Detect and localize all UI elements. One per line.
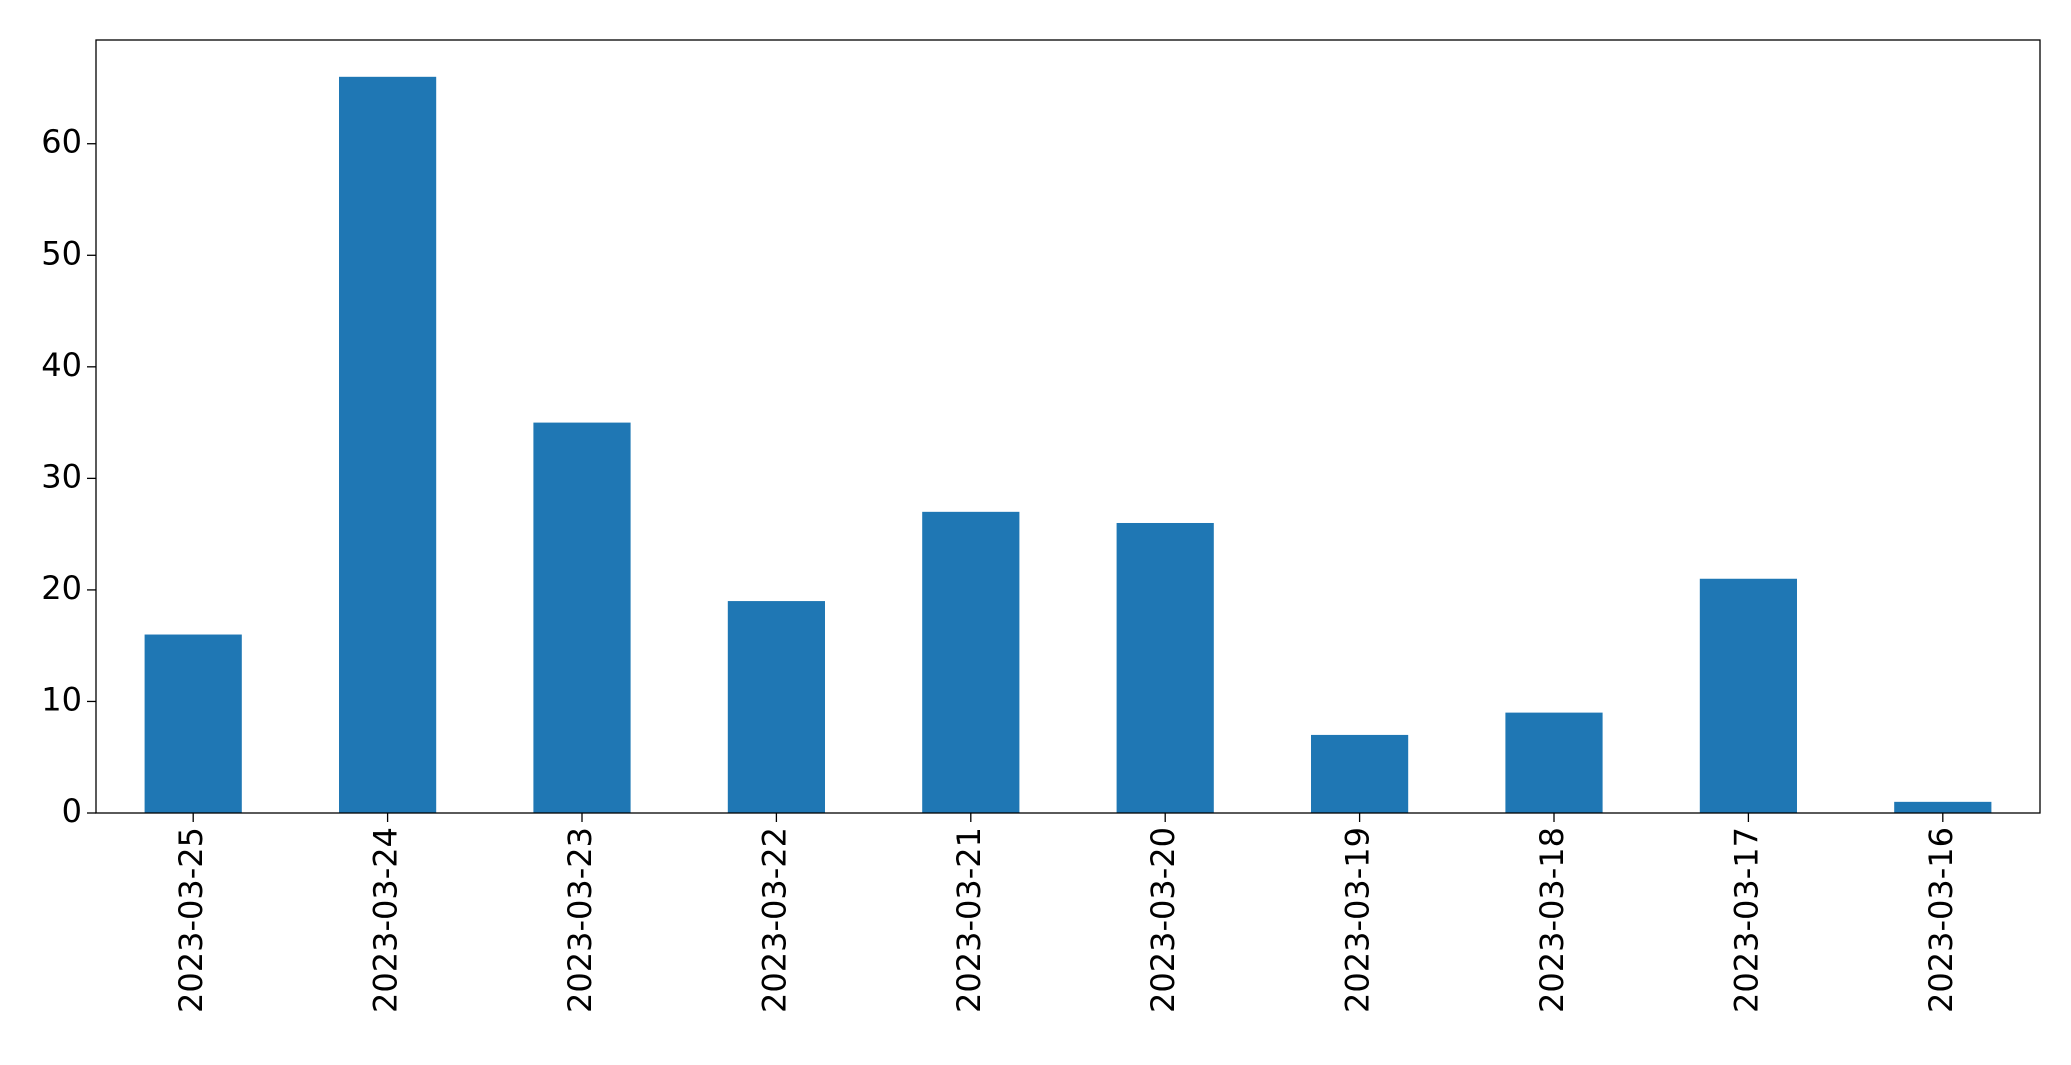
bar <box>1699 578 1797 813</box>
x-tick-label: 2023-03-20 <box>1144 827 1182 1013</box>
y-tick-label: 0 <box>62 792 82 830</box>
x-tick-label: 2023-03-23 <box>561 827 599 1013</box>
x-tick-label: 2023-03-22 <box>755 827 793 1013</box>
y-tick-label: 20 <box>41 569 82 607</box>
plot-frame <box>95 39 2041 814</box>
bar <box>1311 734 1409 813</box>
bar <box>339 76 437 814</box>
x-tick-label: 2023-03-16 <box>1922 827 1960 1013</box>
bar <box>727 601 825 813</box>
x-tick-label: 2023-03-18 <box>1533 827 1571 1013</box>
x-tick-label: 2023-03-17 <box>1727 827 1765 1013</box>
bar <box>1116 522 1214 813</box>
bar <box>533 422 631 813</box>
y-tick-label: 40 <box>41 346 82 384</box>
y-tick-label: 10 <box>41 680 82 718</box>
x-tick-label: 2023-03-19 <box>1339 827 1377 1013</box>
y-tick-label: 30 <box>41 457 82 495</box>
x-tick-label: 2023-03-21 <box>950 827 988 1013</box>
bar <box>1894 801 1992 813</box>
y-tick-label: 50 <box>41 234 82 272</box>
bar <box>922 511 1020 813</box>
bar <box>144 634 242 813</box>
y-tick-label: 60 <box>41 123 82 161</box>
x-tick-label: 2023-03-24 <box>367 827 405 1013</box>
bar <box>1505 712 1603 813</box>
x-tick-label: 2023-03-25 <box>172 827 210 1013</box>
